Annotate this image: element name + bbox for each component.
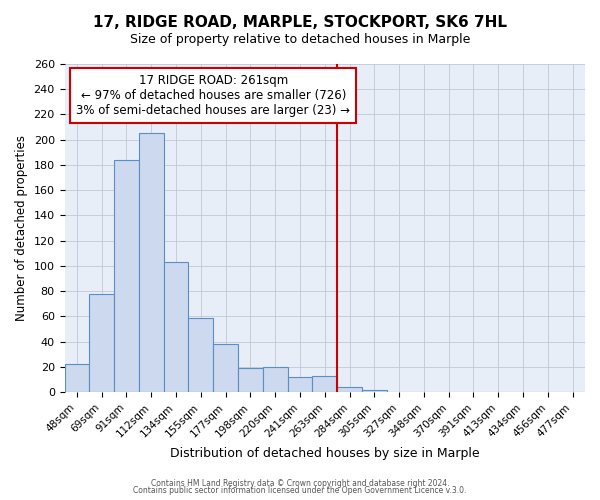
Bar bbox=[362, 390, 387, 392]
Bar bbox=[238, 368, 263, 392]
Text: 17, RIDGE ROAD, MARPLE, STOCKPORT, SK6 7HL: 17, RIDGE ROAD, MARPLE, STOCKPORT, SK6 7… bbox=[93, 15, 507, 30]
Bar bbox=[337, 387, 362, 392]
Bar bbox=[114, 160, 139, 392]
Bar bbox=[313, 376, 337, 392]
Bar bbox=[139, 134, 164, 392]
Bar bbox=[213, 344, 238, 392]
X-axis label: Distribution of detached houses by size in Marple: Distribution of detached houses by size … bbox=[170, 447, 479, 460]
Bar bbox=[188, 318, 213, 392]
Bar bbox=[164, 262, 188, 392]
Bar bbox=[65, 364, 89, 392]
Text: Contains public sector information licensed under the Open Government Licence v.: Contains public sector information licen… bbox=[133, 486, 467, 495]
Bar bbox=[263, 367, 287, 392]
Text: Contains HM Land Registry data © Crown copyright and database right 2024.: Contains HM Land Registry data © Crown c… bbox=[151, 478, 449, 488]
Bar bbox=[89, 294, 114, 392]
Bar bbox=[287, 377, 313, 392]
Y-axis label: Number of detached properties: Number of detached properties bbox=[15, 135, 28, 321]
Text: 17 RIDGE ROAD: 261sqm
← 97% of detached houses are smaller (726)
3% of semi-deta: 17 RIDGE ROAD: 261sqm ← 97% of detached … bbox=[76, 74, 350, 117]
Text: Size of property relative to detached houses in Marple: Size of property relative to detached ho… bbox=[130, 32, 470, 46]
